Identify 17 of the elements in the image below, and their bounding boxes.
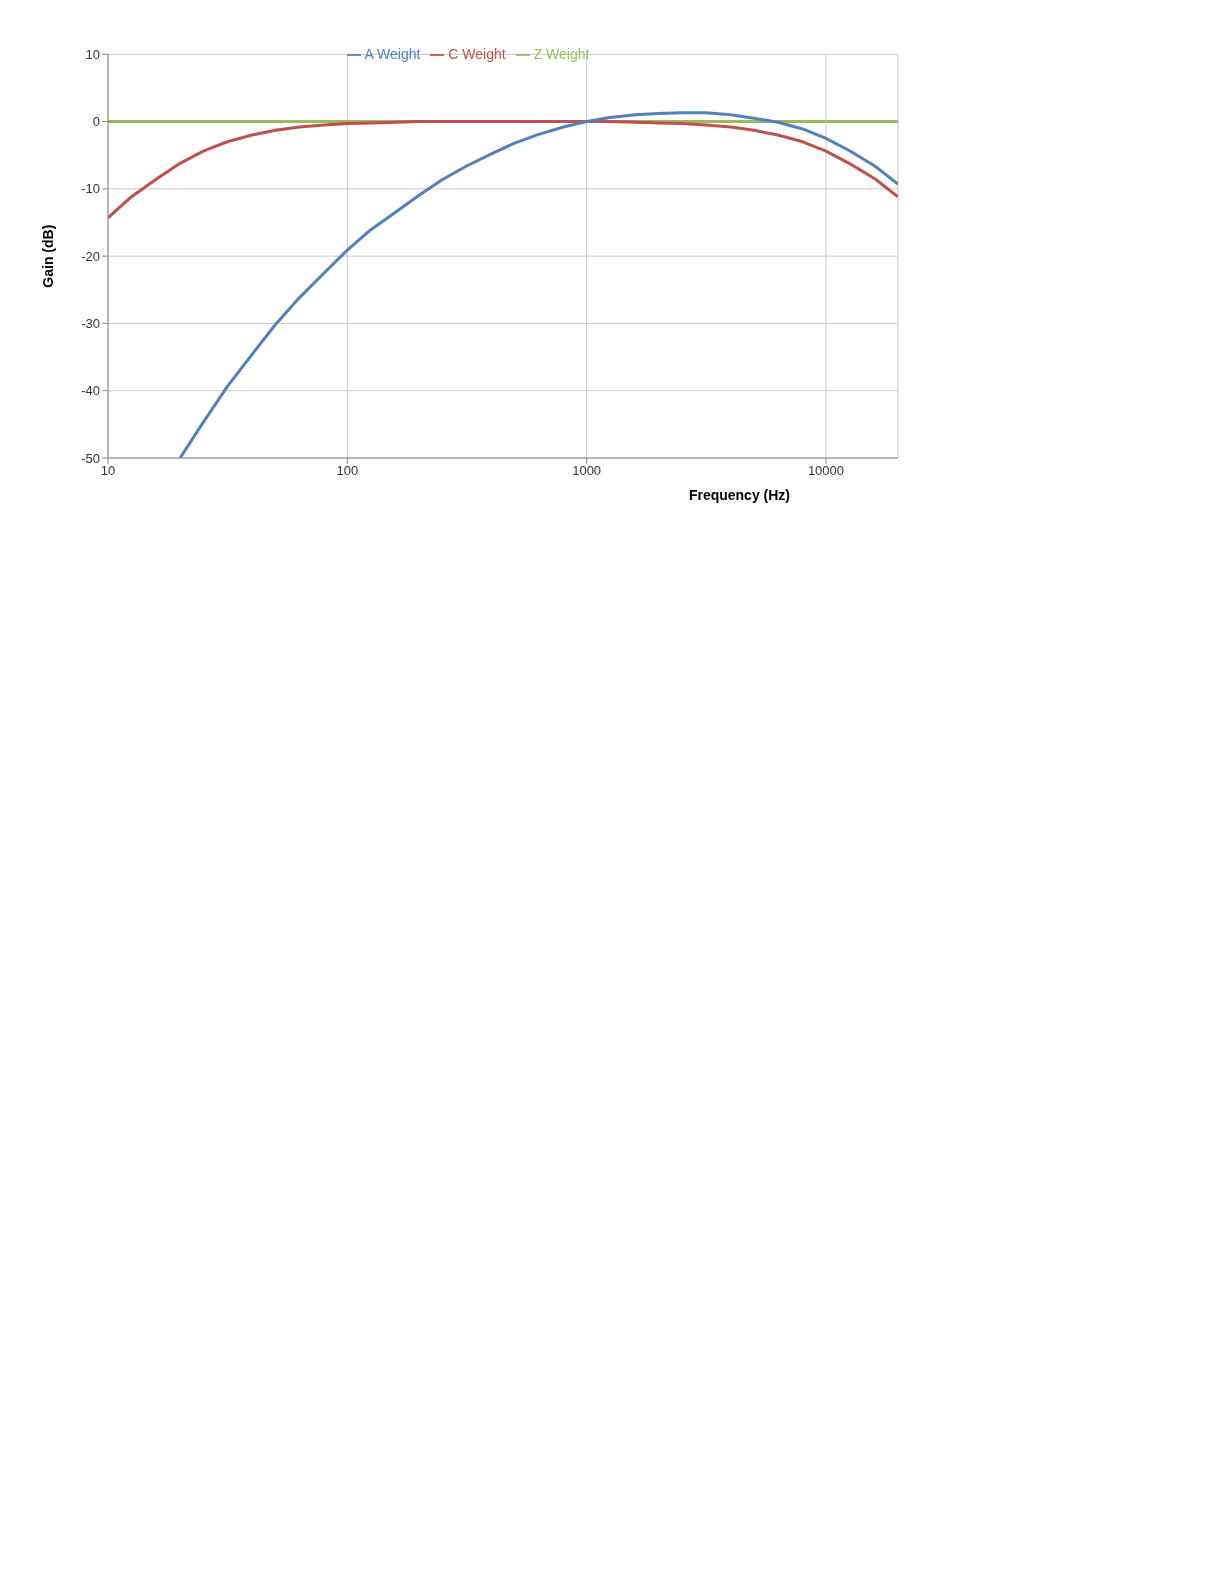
y-tick-label: -50 (81, 450, 100, 466)
legend-label: Z Weight (533, 46, 590, 62)
y-tick-label: -30 (81, 316, 100, 332)
x-tick-label: 10 (100, 463, 116, 479)
y-tick-label: 10 (85, 46, 100, 62)
legend-label: A Weight (364, 46, 421, 62)
y-tick-label: 0 (92, 114, 100, 130)
y-tick-label: -40 (81, 383, 100, 399)
legend-label: C Weight (448, 46, 506, 62)
y-tick-label: -20 (81, 248, 100, 264)
x-tick-label: 10000 (807, 463, 845, 479)
x-tick-label: 1000 (572, 463, 602, 479)
x-axis-title: Frequency (Hz) (688, 487, 790, 503)
y-axis-title: Gain (dB) (39, 224, 56, 288)
x-tick-label: 100 (336, 463, 359, 479)
line-series (178, 111, 898, 458)
y-tick-label: -10 (81, 181, 100, 197)
